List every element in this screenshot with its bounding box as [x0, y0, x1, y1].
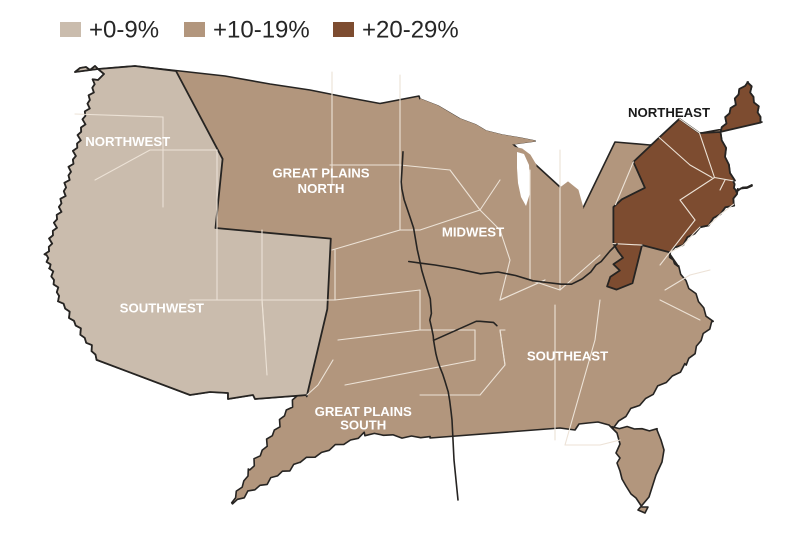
svg-text:NORTHWEST: NORTHWEST	[85, 134, 170, 149]
svg-text:+20-29%: +20-29%	[362, 17, 459, 44]
svg-text:SOUTH: SOUTH	[340, 418, 386, 433]
svg-text:MIDWEST: MIDWEST	[442, 225, 504, 240]
svg-text:NORTH: NORTH	[298, 181, 345, 196]
svg-text:SOUTHWEST: SOUTHWEST	[120, 301, 204, 316]
svg-text:GREAT PLAINS: GREAT PLAINS	[272, 165, 369, 180]
svg-text:NORTHEAST: NORTHEAST	[628, 105, 710, 120]
svg-text:SOUTHEAST: SOUTHEAST	[527, 349, 608, 364]
svg-text:+10-19%: +10-19%	[213, 17, 310, 44]
svg-text:+0-9%: +0-9%	[89, 17, 159, 44]
